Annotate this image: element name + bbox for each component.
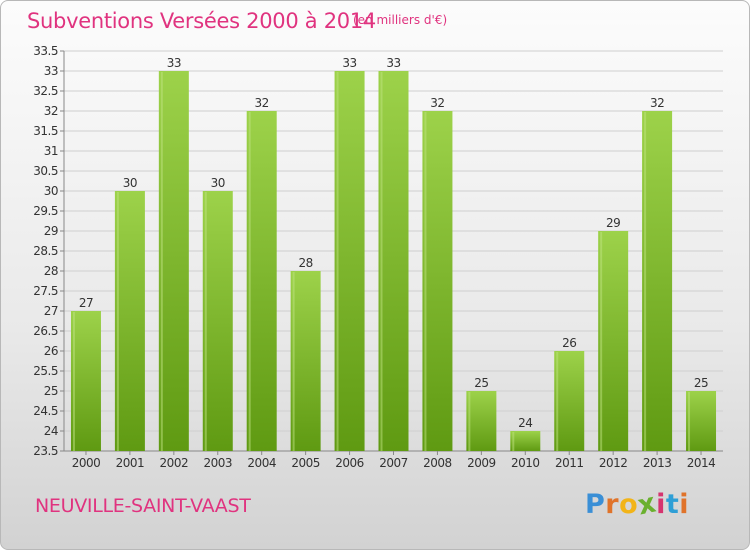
- data-label: 33: [342, 56, 356, 70]
- chart-subtitle: (en milliers d'€): [353, 13, 448, 27]
- y-tick-label: 29: [44, 224, 58, 238]
- y-tick-label: 30.5: [33, 164, 58, 178]
- data-label: 24: [518, 416, 532, 430]
- data-label: 29: [606, 216, 620, 230]
- bar-2006: [334, 71, 365, 451]
- bar-highlight: [424, 112, 427, 451]
- x-tick-label: 2009: [467, 456, 496, 470]
- bar-2010: [510, 431, 541, 451]
- bars: [70, 71, 717, 451]
- y-tick-label: 27.5: [33, 284, 58, 298]
- data-label: 28: [298, 256, 312, 270]
- bar-2003: [202, 191, 233, 451]
- x-tick-label: 2001: [116, 456, 145, 470]
- data-label: 33: [386, 56, 400, 70]
- bar-2002: [158, 71, 189, 451]
- bar-highlight: [688, 392, 691, 451]
- x-tick-label: 2014: [687, 456, 716, 470]
- data-label: 32: [650, 96, 664, 110]
- proxiti-logo[interactable]: Proxiti: [585, 487, 690, 521]
- data-label: 25: [474, 376, 488, 390]
- bar-2004: [246, 111, 277, 451]
- bar-2012: [598, 231, 629, 451]
- logo-letter: i: [656, 489, 666, 520]
- bar-highlight: [468, 392, 471, 451]
- bar-2001: [114, 191, 145, 451]
- y-tick-label: 31.5: [33, 124, 58, 138]
- data-label: 25: [694, 376, 708, 390]
- bar-highlight: [292, 272, 295, 451]
- bar-highlight: [380, 72, 383, 451]
- data-label: 32: [255, 96, 269, 110]
- labels: 27 2000 30 2001 33 2002 30 2003 32 2004 28 2005 33 20…: [72, 56, 716, 470]
- bar-2014: [686, 391, 717, 451]
- bar-highlight: [600, 232, 603, 451]
- data-label: 30: [211, 176, 225, 190]
- x-tick-label: 2005: [291, 456, 320, 470]
- bar-highlight: [160, 72, 163, 451]
- y-tick-label: 26: [44, 344, 58, 358]
- bar-2000: [70, 311, 101, 451]
- data-label: 32: [430, 96, 444, 110]
- y-tick-label: 33.5: [33, 44, 58, 58]
- bar-2005: [290, 271, 321, 451]
- bar-highlight: [204, 192, 207, 451]
- x-tick-label: 2013: [643, 456, 672, 470]
- bar-2009: [466, 391, 497, 451]
- data-label: 27: [79, 296, 93, 310]
- bar-highlight: [116, 192, 119, 451]
- logo-letter: o: [619, 489, 639, 520]
- commune-name: NEUVILLE-SAINT-VAAST: [35, 495, 251, 517]
- logo-letter: r: [605, 489, 620, 520]
- y-tick-label: 29.5: [33, 204, 58, 218]
- y-tick-label: 32.5: [33, 84, 58, 98]
- y-tick-label: 28: [44, 264, 58, 278]
- bar-highlight: [512, 432, 515, 451]
- logo-letter: P: [585, 489, 606, 520]
- y-tick-label: 33: [44, 64, 58, 78]
- bar-highlight: [248, 112, 251, 451]
- y-tick-label: 32: [44, 104, 58, 118]
- x-tick-label: 2006: [335, 456, 364, 470]
- bar-2008: [422, 111, 453, 451]
- y-tick-label: 25: [44, 384, 58, 398]
- y-tick-label: 24: [44, 424, 58, 438]
- x-tick-label: 2008: [423, 456, 452, 470]
- logo-letter: i: [679, 489, 690, 520]
- chart-title: Subventions Versées 2000 à 2014: [27, 9, 376, 33]
- x-tick-label: 2000: [72, 456, 101, 470]
- bar-2011: [554, 351, 585, 451]
- y-tick-label: 23.5: [33, 444, 58, 458]
- x-tick-label: 2004: [247, 456, 276, 470]
- bar-highlight: [556, 352, 559, 451]
- bar-2007: [378, 71, 409, 451]
- bar-highlight: [336, 72, 339, 451]
- bar-highlight: [644, 112, 647, 451]
- bar-2013: [642, 111, 673, 451]
- x-tick-label: 2011: [555, 456, 584, 470]
- data-label: 33: [167, 56, 181, 70]
- bar-highlight: [72, 312, 75, 451]
- y-tick-label: 26.5: [33, 324, 58, 338]
- x-tick-label: 2007: [379, 456, 408, 470]
- x-tick-label: 2010: [511, 456, 540, 470]
- y-tick-label: 27: [44, 304, 58, 318]
- data-label: 26: [562, 336, 576, 350]
- logo-letter: t: [665, 489, 680, 520]
- y-tick-label: 30: [44, 184, 58, 198]
- data-label: 30: [123, 176, 137, 190]
- x-tick-label: 2002: [160, 456, 189, 470]
- y-tick-label: 28.5: [33, 244, 58, 258]
- y-tick-label: 24.5: [33, 404, 58, 418]
- y-tick-label: 25.5: [33, 364, 58, 378]
- y-tick-label: 31: [44, 144, 58, 158]
- x-tick-label: 2012: [599, 456, 628, 470]
- x-tick-label: 2003: [203, 456, 232, 470]
